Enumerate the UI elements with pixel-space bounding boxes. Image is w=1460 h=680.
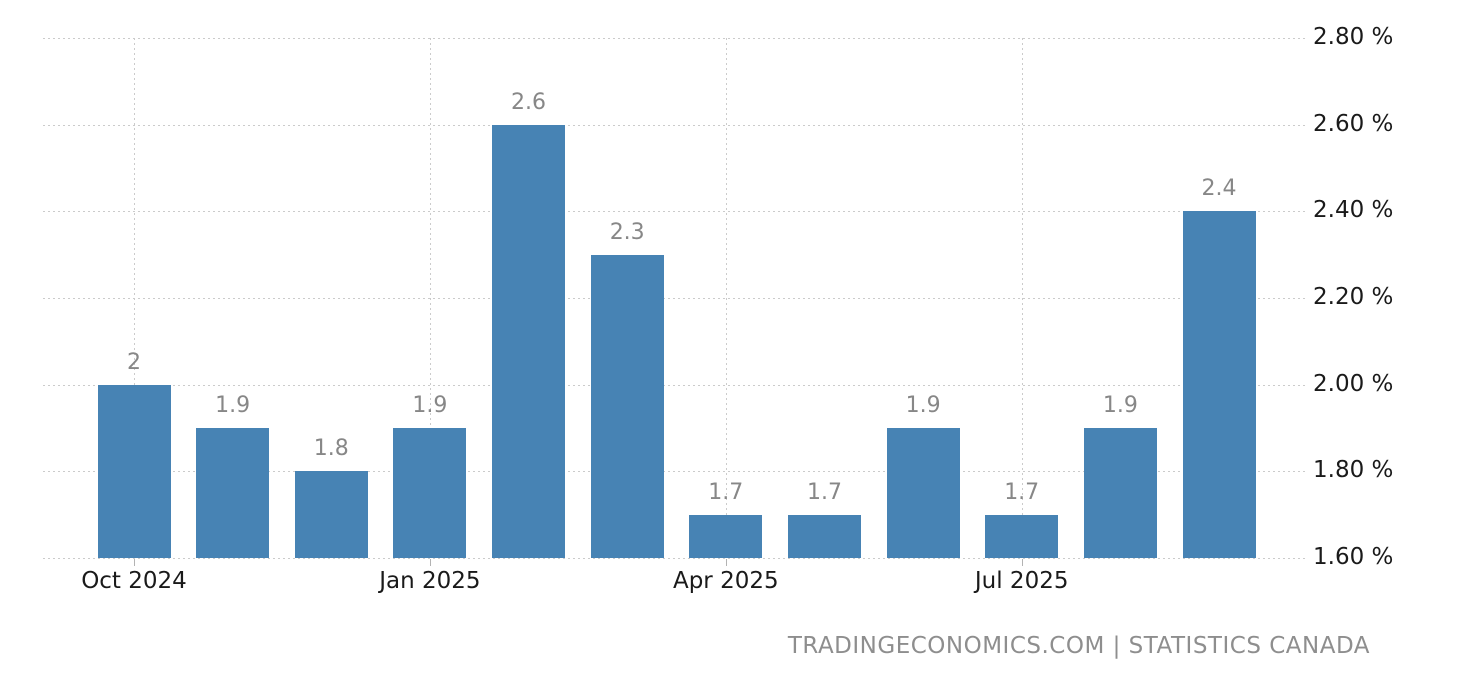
bar-month-5[interactable] <box>492 124 565 558</box>
attribution-text: TRADINGECONOMICS.COM | STATISTICS CANADA <box>787 633 1370 659</box>
bar-month-3[interactable] <box>294 471 368 558</box>
x-axis-tick-label: Oct 2024 <box>81 568 187 594</box>
x-gridline <box>1021 38 1023 558</box>
bar-value-label: 2.3 <box>609 219 645 245</box>
x-axis-tick-mark <box>429 559 431 566</box>
y-gridline <box>43 384 1307 386</box>
bar-jan-2025[interactable] <box>393 428 467 558</box>
x-axis-tick-label: Apr 2025 <box>672 568 779 594</box>
bar-value-label: 1.7 <box>807 479 842 505</box>
bar-value-label: 2 <box>127 349 141 375</box>
y-axis-tick-label: 2.80 % <box>1313 24 1394 50</box>
y-gridline <box>43 211 1307 213</box>
bar-month-8[interactable] <box>788 514 861 558</box>
bar-value-label: 1.8 <box>313 436 349 462</box>
x-axis-tick-mark <box>725 559 727 566</box>
y-axis-tick-label: 2.20 % <box>1313 284 1394 310</box>
plot-area: 2 1.9 1.8 1.9 2.6 2.3 1.7 1.7 1.9 1.7 1.9 2.4 <box>43 38 1307 559</box>
bar-value-label: 1.9 <box>905 393 941 418</box>
bar-month-6[interactable] <box>590 254 664 558</box>
y-gridline <box>43 124 1307 126</box>
bar-month-9[interactable] <box>886 428 960 558</box>
y-gridline <box>43 38 1307 39</box>
x-axis-tick-label: Jul 2025 <box>974 568 1069 594</box>
x-gridline <box>134 38 135 558</box>
bar-value-label: 2.4 <box>1201 176 1237 202</box>
bar-month-2[interactable] <box>196 428 270 558</box>
bar-value-label: 1.7 <box>1004 479 1040 505</box>
y-axis-tick-label: 2.60 % <box>1313 110 1394 137</box>
bar-value-label: 1.7 <box>708 479 744 505</box>
bar-month-11[interactable] <box>1083 428 1157 558</box>
bar-jul-2025[interactable] <box>985 514 1059 558</box>
bar-value-label: 1.9 <box>412 393 448 418</box>
bar-value-label: 1.9 <box>1102 393 1138 418</box>
x-gridline <box>725 38 727 558</box>
y-axis-tick-label: 1.60 % <box>1313 544 1394 570</box>
bar-value-label: 2.6 <box>511 89 546 115</box>
y-axis-tick-label: 2.00 % <box>1313 370 1394 397</box>
y-gridline <box>43 471 1307 473</box>
bar-oct-2024[interactable] <box>97 384 171 558</box>
x-axis-tick-label: Jan 2025 <box>379 568 481 594</box>
y-gridline <box>43 298 1307 299</box>
x-axis-tick-mark <box>1021 559 1023 566</box>
y-axis-tick-label: 2.40 % <box>1313 197 1394 224</box>
y-gridline <box>43 558 1307 559</box>
bar-apr-2025[interactable] <box>689 514 763 558</box>
y-axis-tick-label: 1.80 % <box>1313 457 1394 484</box>
bar-value-label: 1.9 <box>215 393 251 418</box>
x-gridline <box>429 38 431 558</box>
bar-month-12[interactable] <box>1182 211 1256 558</box>
x-axis-tick-mark <box>134 559 135 566</box>
